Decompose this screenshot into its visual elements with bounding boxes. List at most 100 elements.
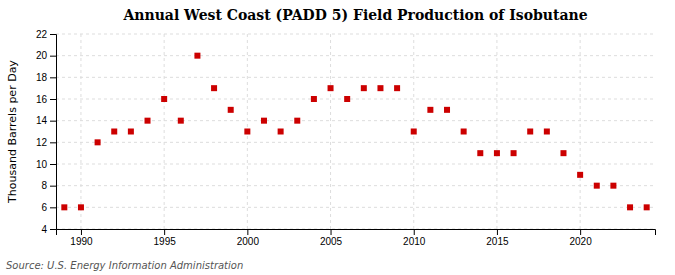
grid-line: [330, 34, 331, 229]
x-tick-mark: [414, 229, 415, 235]
x-tick-label: 2005: [320, 236, 343, 247]
y-tick-mark: [50, 186, 56, 187]
x-tick: 2000: [237, 229, 260, 247]
y-tick-mark: [50, 34, 56, 35]
x-axis: 1990 1995 2000 2005 2010 2015 2020: [57, 229, 656, 247]
y-tick-mark: [50, 77, 56, 78]
x-tick-mark: [580, 229, 581, 235]
y-tick-label: 20: [36, 50, 48, 61]
y-tick: 10: [36, 159, 56, 170]
y-tick: 4: [41, 224, 56, 235]
y-tick: 14: [36, 115, 56, 126]
y-tick-label: 4: [41, 224, 47, 235]
x-tick-mark: [331, 229, 332, 235]
y-tick-label: 22: [36, 29, 48, 40]
grid: [56, 34, 655, 229]
plot-area: 1990 1995 2000 2005 2010 2015 2020 4 6 8 10 12 14 16 1…: [36, 29, 656, 247]
x-tick: 2015: [486, 229, 509, 247]
point: [527, 129, 533, 135]
point: [95, 139, 101, 145]
grid-line: [56, 164, 655, 165]
point: [78, 204, 84, 210]
point: [344, 96, 350, 102]
x-tick-mark: [164, 229, 165, 235]
y-tick-label: 8: [41, 180, 47, 191]
point: [511, 150, 517, 156]
x-tick-label: 2015: [486, 236, 509, 247]
point: [178, 118, 184, 124]
grid-line: [164, 34, 165, 229]
y-tick-label: 10: [36, 159, 48, 170]
y-tick-mark: [50, 164, 56, 165]
point: [377, 85, 383, 91]
point: [311, 96, 317, 102]
point: [411, 129, 417, 135]
point: [477, 150, 483, 156]
grid-line: [56, 34, 655, 35]
y-tick-mark: [50, 99, 56, 100]
y-tick-mark: [50, 207, 56, 208]
point: [610, 183, 616, 189]
point: [560, 150, 566, 156]
grid-line: [56, 55, 655, 56]
grid-line: [496, 34, 497, 229]
point: [261, 118, 267, 124]
x-tick-mark: [81, 229, 82, 235]
x-tick-label: 1990: [70, 236, 93, 247]
y-tick-label: 6: [41, 202, 47, 213]
point: [111, 129, 117, 135]
y-tick: 18: [36, 72, 56, 83]
grid-line: [580, 34, 581, 229]
point: [594, 183, 600, 189]
y-tick-mark: [50, 121, 56, 122]
y-tick: 8: [41, 180, 56, 191]
y-tick: 22: [36, 29, 56, 40]
grid-line: [56, 99, 655, 100]
x-tick: 2005: [320, 229, 343, 247]
point: [128, 129, 134, 135]
grid-line: [56, 185, 655, 186]
x-tick-label: 2010: [403, 236, 426, 247]
point: [211, 85, 217, 91]
grid-line: [80, 34, 81, 229]
point: [194, 53, 200, 59]
y-axis-line: [50, 35, 57, 230]
point: [328, 85, 334, 91]
point: [494, 150, 500, 156]
point: [361, 85, 367, 91]
x-tick-label: 2020: [570, 236, 593, 247]
grid-line: [56, 207, 655, 208]
x-tick: 2020: [570, 229, 593, 247]
point: [294, 118, 300, 124]
x-tick-mark: [247, 229, 248, 235]
point: [461, 129, 467, 135]
y-axis: 4 6 8 10 12 14 16 18 20 22: [36, 29, 57, 235]
point: [161, 96, 167, 102]
point: [228, 107, 234, 113]
y-tick-mark: [50, 229, 56, 230]
point: [394, 85, 400, 91]
point: [544, 129, 550, 135]
y-tick-mark: [50, 142, 56, 143]
chart: 1990 1995 2000 2005 2010 2015 2020 4 6 8 10 12 14 16 1…: [0, 0, 675, 275]
x-tick: 2010: [403, 229, 426, 247]
y-tick: 20: [36, 50, 56, 61]
x-axis-line: [57, 230, 656, 236]
y-tick: 12: [36, 137, 56, 148]
source-note: Source: U.S. Energy Information Administ…: [6, 260, 243, 271]
x-tick-mark: [497, 229, 498, 235]
x-tick-label: 1995: [154, 236, 177, 247]
point: [444, 107, 450, 113]
point: [278, 129, 284, 135]
y-axis-title: Thousand Barrels per Day: [6, 60, 19, 204]
x-tick-label: 2000: [237, 236, 260, 247]
y-tick: 16: [36, 94, 56, 105]
point: [577, 172, 583, 178]
point: [145, 118, 151, 124]
y-tick: 6: [41, 202, 56, 213]
point: [644, 204, 650, 210]
point: [61, 204, 67, 210]
y-tick-label: 16: [36, 94, 48, 105]
x-tick: 1995: [154, 229, 177, 247]
point: [244, 129, 250, 135]
